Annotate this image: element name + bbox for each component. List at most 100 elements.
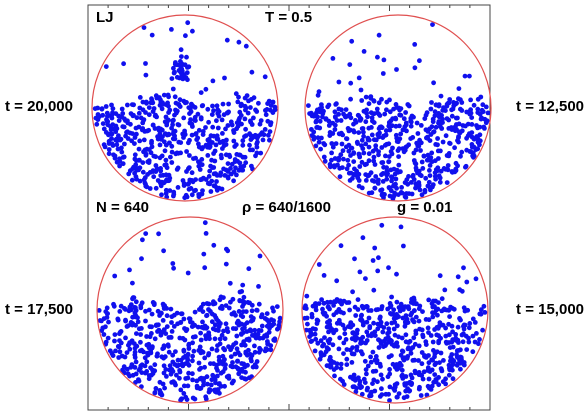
particle xyxy=(163,367,169,372)
particle xyxy=(371,332,377,338)
particle xyxy=(248,318,254,324)
particle xyxy=(407,338,413,344)
particle xyxy=(140,169,146,175)
particle xyxy=(149,140,154,146)
particle xyxy=(401,243,406,249)
particle xyxy=(203,86,209,92)
particle xyxy=(133,125,139,131)
particle xyxy=(429,150,435,156)
particle xyxy=(393,123,399,129)
particle xyxy=(267,129,273,135)
particle xyxy=(329,157,334,163)
particle xyxy=(447,141,453,147)
particle xyxy=(239,342,245,348)
particle xyxy=(438,93,444,99)
particle xyxy=(357,164,363,169)
particle xyxy=(242,95,248,101)
particle xyxy=(336,106,342,112)
particle xyxy=(211,361,217,367)
particle xyxy=(164,324,170,329)
particle xyxy=(234,126,240,132)
particle xyxy=(137,178,143,184)
particle xyxy=(447,332,452,338)
particle xyxy=(330,56,336,61)
particle xyxy=(386,123,392,129)
particle xyxy=(183,75,189,80)
particle xyxy=(194,137,200,143)
particle xyxy=(323,349,329,355)
particle xyxy=(336,79,342,85)
particle xyxy=(130,296,135,302)
particle xyxy=(384,176,390,182)
particle xyxy=(186,105,192,110)
particle xyxy=(375,379,380,385)
particle xyxy=(469,115,475,120)
particle xyxy=(100,112,106,118)
particle xyxy=(263,112,269,118)
particle xyxy=(424,392,430,398)
particle xyxy=(156,231,162,237)
particle xyxy=(113,111,119,116)
particle xyxy=(134,331,139,336)
particle xyxy=(262,126,268,132)
particle xyxy=(430,22,435,27)
particle xyxy=(426,179,432,185)
particle xyxy=(399,367,405,373)
particle xyxy=(200,319,205,325)
particle xyxy=(274,304,280,309)
particle xyxy=(254,150,260,156)
particle xyxy=(440,108,446,113)
particle xyxy=(344,356,350,362)
particle xyxy=(237,160,243,166)
particle xyxy=(212,322,218,328)
particle xyxy=(232,351,238,357)
particle xyxy=(437,320,443,326)
particle xyxy=(121,124,127,130)
particle xyxy=(342,114,348,119)
particle xyxy=(185,181,191,187)
particle xyxy=(370,381,375,386)
particle xyxy=(458,153,463,159)
particle xyxy=(420,309,425,314)
time-label: t = 12,500 xyxy=(516,98,584,115)
particle xyxy=(193,131,199,137)
particle xyxy=(424,135,429,141)
particle xyxy=(190,353,196,359)
particle xyxy=(202,355,208,361)
particle xyxy=(431,298,436,304)
particle xyxy=(417,384,422,390)
particle xyxy=(406,306,412,312)
particle xyxy=(188,186,194,191)
particle xyxy=(207,145,212,150)
particle xyxy=(186,165,192,171)
particle xyxy=(349,38,355,44)
particle xyxy=(371,377,377,383)
particle xyxy=(176,139,182,145)
particle xyxy=(139,127,145,133)
particle xyxy=(347,111,353,117)
particle xyxy=(198,116,204,122)
particle xyxy=(144,128,150,134)
particle xyxy=(371,287,377,293)
particle xyxy=(209,346,215,352)
particle xyxy=(411,177,417,182)
particle xyxy=(432,351,438,357)
particle xyxy=(344,166,350,172)
particle xyxy=(398,112,404,118)
particle xyxy=(106,319,111,325)
particle xyxy=(181,115,187,121)
particle xyxy=(132,352,138,358)
particle xyxy=(215,125,221,131)
particle xyxy=(147,324,153,330)
particle xyxy=(181,383,187,389)
particle xyxy=(203,125,208,130)
particle xyxy=(262,74,268,80)
particle xyxy=(261,132,267,138)
particle xyxy=(118,136,124,142)
particle xyxy=(258,314,264,320)
particle xyxy=(436,114,442,120)
particle xyxy=(169,314,175,320)
particle xyxy=(405,102,411,107)
particle xyxy=(159,137,164,142)
particle xyxy=(410,172,416,178)
